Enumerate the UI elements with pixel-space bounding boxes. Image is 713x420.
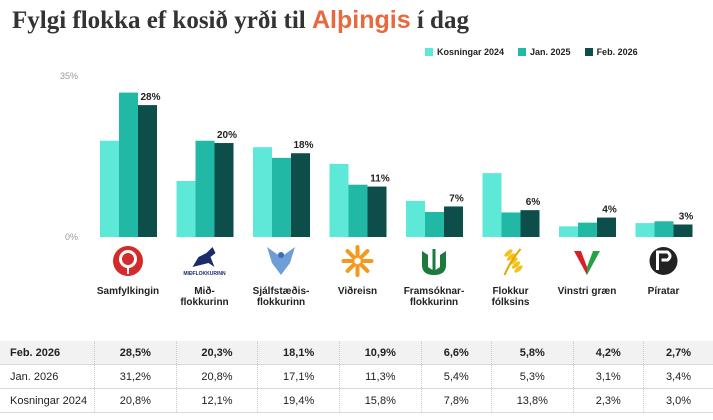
bar bbox=[444, 206, 463, 237]
table-cell: 2,7% bbox=[642, 341, 713, 365]
legend-item-jan: Jan. 2025 bbox=[518, 47, 571, 57]
table-cell: 5,3% bbox=[490, 364, 574, 389]
bar bbox=[214, 143, 234, 237]
table-cell: 19,4% bbox=[257, 388, 340, 413]
category-label: fólksins bbox=[492, 297, 530, 308]
bar bbox=[482, 173, 502, 237]
data-label: 3% bbox=[679, 212, 694, 223]
category-label: flokkurinn bbox=[180, 297, 228, 308]
table-cell: 7,8% bbox=[420, 388, 492, 413]
falcon-icon bbox=[267, 247, 295, 275]
bar bbox=[272, 157, 291, 237]
data-label: 18% bbox=[293, 140, 313, 151]
data-table: Feb. 2026 28,5% 20,3% 18,1% 10,9% 6,6% 5,8% 4,2… bbox=[0, 341, 713, 413]
legend-item-kosningar: Kosningar 2024 bbox=[425, 47, 504, 57]
bar bbox=[406, 200, 425, 237]
horse-icon: MIÐFLOKKURINN bbox=[183, 247, 226, 277]
legend-swatch-feb bbox=[584, 48, 593, 56]
data-label: 20% bbox=[217, 130, 237, 141]
bar bbox=[329, 163, 349, 237]
vg-icon bbox=[574, 251, 600, 275]
table-row-label: Kosningar 2024 bbox=[0, 388, 95, 413]
legend: Kosningar 2024 Jan. 2025 Feb. 2026 bbox=[425, 47, 638, 57]
table-cell: 31,2% bbox=[94, 364, 177, 389]
table-row: Kosningar 2024 20,8% 12,1% 19,4% 15,8% 7,8% 13… bbox=[0, 388, 713, 413]
bar bbox=[425, 212, 444, 237]
leaf-icon bbox=[422, 249, 446, 275]
bar bbox=[348, 184, 368, 237]
pirate-flag-icon bbox=[649, 247, 678, 275]
bar bbox=[501, 212, 521, 237]
category-label: Samfylkingin bbox=[97, 286, 159, 297]
bar bbox=[635, 223, 655, 237]
y-tick-label: 35% bbox=[60, 71, 78, 81]
bar-chart: 35% 0% 28% Samfylkingin 20% MIÐFLOKKURINN Mið-… bbox=[60, 71, 694, 308]
category-label: Mið- bbox=[194, 285, 215, 297]
bar bbox=[654, 221, 674, 237]
bar bbox=[195, 140, 215, 237]
bar bbox=[367, 186, 387, 237]
table-cell: 28,5% bbox=[94, 341, 177, 365]
bar bbox=[578, 222, 597, 237]
table-cell: 20,3% bbox=[175, 341, 258, 365]
table-cell: 13,8% bbox=[490, 388, 574, 413]
table-cell: 3,0% bbox=[642, 388, 713, 413]
table-cell: 18,1% bbox=[257, 341, 340, 365]
table-cell: 10,9% bbox=[338, 341, 422, 365]
bar bbox=[253, 147, 272, 237]
table-cell: 4,2% bbox=[572, 341, 644, 365]
table-row-label: Feb. 2026 bbox=[0, 341, 95, 365]
table-cell: 15,8% bbox=[338, 388, 422, 413]
bar bbox=[176, 180, 196, 237]
bar bbox=[138, 105, 157, 237]
bar bbox=[291, 153, 310, 237]
category-label: Vinstri græn bbox=[558, 286, 617, 297]
category-label: flokkurinn bbox=[410, 297, 458, 308]
chart-title: Fylgi flokka ef kosið yrði til Alþingis … bbox=[12, 6, 469, 34]
table-cell: 2,3% bbox=[572, 388, 644, 413]
table-cell: 20,8% bbox=[175, 364, 258, 389]
table-cell: 12,1% bbox=[175, 388, 258, 413]
table-cell: 5,8% bbox=[490, 341, 574, 365]
data-label: 11% bbox=[370, 174, 390, 185]
svg-text:MIÐFLOKKURINN: MIÐFLOKKURINN bbox=[183, 271, 226, 277]
bar bbox=[119, 92, 138, 238]
table-cell: 3,4% bbox=[642, 364, 713, 389]
category-label: Viðreisn bbox=[338, 285, 377, 297]
table-row-label: Jan. 2026 bbox=[0, 364, 95, 389]
category-label: flokkurinn bbox=[257, 297, 305, 308]
legend-item-feb: Feb. 2026 bbox=[584, 47, 638, 57]
sunburst-icon bbox=[341, 245, 374, 277]
data-label: 28% bbox=[140, 92, 160, 103]
category-label: Framsóknar- bbox=[404, 286, 465, 297]
legend-swatch-jan bbox=[518, 48, 527, 56]
bar bbox=[559, 226, 578, 237]
data-label: 4% bbox=[602, 205, 617, 216]
bar bbox=[597, 217, 616, 237]
rose-icon bbox=[113, 246, 143, 276]
table-cell: 11,3% bbox=[338, 364, 422, 389]
table-cell: 17,1% bbox=[257, 364, 340, 389]
table-cell: 5,4% bbox=[420, 364, 492, 389]
category-label: Flokkur bbox=[492, 286, 528, 297]
bar bbox=[673, 224, 693, 237]
bar bbox=[100, 140, 119, 237]
table-row: Jan. 2026 31,2% 20,8% 17,1% 11,3% 5,4% 5,3% 3,1… bbox=[0, 364, 713, 389]
wheat-icon bbox=[503, 248, 523, 276]
table-cell: 20,8% bbox=[94, 388, 177, 413]
y-tick-label: 0% bbox=[65, 232, 78, 242]
data-label: 6% bbox=[526, 197, 541, 208]
legend-swatch-kosningar bbox=[425, 48, 433, 56]
category-label: Sjálfstæðis- bbox=[253, 285, 310, 297]
table-row: Feb. 2026 28,5% 20,3% 18,1% 10,9% 6,6% 5,8% 4,2… bbox=[0, 341, 713, 365]
table-cell: 3,1% bbox=[572, 364, 644, 389]
category-label: Píratar bbox=[648, 286, 680, 297]
table-cell: 6,6% bbox=[420, 341, 492, 365]
data-label: 7% bbox=[449, 193, 464, 204]
title-accent: Alþingis bbox=[312, 6, 411, 34]
bar bbox=[520, 210, 540, 237]
